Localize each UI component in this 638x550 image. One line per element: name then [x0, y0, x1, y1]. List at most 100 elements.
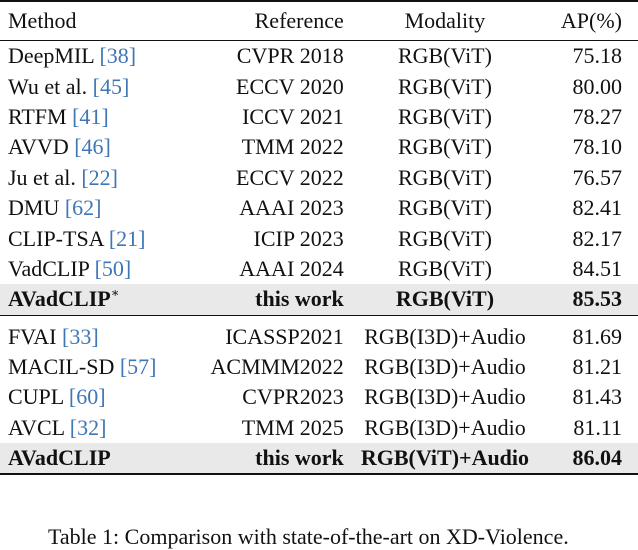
citation-link[interactable]: [45]	[92, 73, 130, 99]
modality-cell: RGB(I3D)+Audio	[343, 314, 547, 352]
method-cell: DMU [62]	[0, 193, 178, 223]
modality-cell: RGB(ViT)	[397, 134, 492, 160]
method-cell: VadCLIP [50]	[0, 254, 178, 284]
modality-cell: RGB(ViT)	[397, 73, 492, 99]
modality-cell: RGB(ViT)	[397, 164, 492, 190]
table-row: FVAI [33] ICASSP2021 RGB(I3D)+Audio 81.6…	[0, 314, 638, 352]
method-name: VadCLIP	[8, 255, 95, 281]
ap-cell: 85.53	[546, 284, 638, 316]
method-cell: RTFM [41]	[0, 102, 178, 132]
method-cell: MACIL-SD [57]	[0, 352, 178, 382]
venue-cell: CVPR 2018	[236, 43, 344, 69]
header-ap: AP(%)	[546, 0, 638, 41]
method-cell: FVAI [33]	[0, 314, 179, 352]
table-row: AVVD [46] TMM 2022 RGB(ViT) 78.10	[0, 132, 638, 162]
results-table-container: Method Reference Modality AP(%) DeepMIL …	[0, 0, 638, 476]
method-cell: Wu et al. [45]	[0, 71, 178, 101]
table-row: AVCL [32] TMM 2025 RGB(I3D)+Audio 81.11	[0, 413, 638, 443]
table-row: CLIP-TSA [21] ICIP 2023 RGB(ViT) 82.17	[0, 223, 638, 253]
citation-link[interactable]: [57]	[119, 354, 157, 380]
method-name: CLIP-TSA	[8, 225, 109, 251]
method-cell: DeepMIL [38]	[0, 41, 178, 72]
method-cell: CLIP-TSA [21]	[0, 223, 178, 253]
citation-link[interactable]: [33]	[62, 323, 99, 349]
method-name: Wu et al.	[8, 73, 93, 99]
venue-cell: this work	[178, 443, 344, 476]
table-row: Wu et al. [45] ECCV 2020 RGB(ViT) 80.00	[0, 71, 638, 101]
modality-cell: RGB(I3D)+Audio	[364, 384, 526, 410]
table-row: DeepMIL [38] CVPR 2018 RGB(ViT) 75.18	[0, 41, 638, 72]
venue-cell: TMM 2025	[241, 414, 344, 440]
ap-cell: 86.04	[546, 443, 638, 476]
modality-cell: RGB(ViT)	[397, 103, 492, 129]
venue-cell: TMM 2022	[241, 134, 344, 160]
method-name: AVCL	[8, 414, 70, 440]
venue-cell: CVPR2023	[242, 384, 344, 410]
ap-cell: 76.57	[572, 164, 623, 190]
method-cell: AVCL [32]	[0, 413, 178, 443]
modality-cell: RGB(ViT)+Audio	[343, 443, 547, 476]
citation-link[interactable]: [21]	[108, 225, 146, 251]
highlight-row-vit: AVadCLIP∗ this work RGB(ViT) 85.53	[0, 284, 638, 316]
modality-cell: RGB(ViT)	[397, 43, 492, 69]
venue-cell: ACMMM2022	[210, 354, 344, 380]
venue-cell: AAAI 2023	[239, 195, 344, 221]
highlight-row-audio: AVadCLIP this work RGB(ViT)+Audio 86.04	[0, 443, 638, 476]
method-name: FVAI	[8, 323, 63, 349]
ap-cell: 84.51	[572, 255, 623, 281]
table-header: Method Reference Modality AP(%)	[0, 0, 638, 41]
header-modality: Modality	[343, 0, 547, 41]
ap-cell: 75.18	[572, 43, 623, 69]
method-cell: AVadCLIP	[0, 443, 179, 476]
ap-cell: 78.10	[572, 134, 623, 160]
citation-link[interactable]: [38]	[99, 43, 137, 69]
method-name: DeepMIL	[8, 43, 100, 69]
modality-cell: RGB(ViT)	[397, 195, 492, 221]
modality-cell: RGB(I3D)+Audio	[364, 354, 526, 380]
table-caption: Table 1: Comparison with state-of-the-ar…	[48, 524, 569, 549]
modality-cell: RGB(ViT)	[343, 284, 547, 316]
asterisk-mark: ∗	[110, 285, 120, 301]
citation-link[interactable]: [62]	[64, 195, 102, 221]
modality-cell: RGB(ViT)	[397, 225, 492, 251]
citation-link[interactable]: [50]	[94, 255, 132, 281]
comparison-table: Method Reference Modality AP(%) DeepMIL …	[0, 0, 638, 476]
method-name: AVadCLIP	[8, 286, 111, 312]
citation-link[interactable]: [22]	[81, 164, 118, 190]
ap-cell: 80.00	[572, 73, 623, 99]
table-row: MACIL-SD [57] ACMMM2022 RGB(I3D)+Audio 8…	[0, 352, 638, 382]
method-cell: Ju et al. [22]	[0, 163, 178, 193]
header-row: Method Reference Modality AP(%)	[0, 0, 638, 41]
modality-cell: RGB(I3D)+Audio	[364, 414, 526, 440]
venue-cell: ICASSP2021	[178, 314, 344, 352]
citation-link[interactable]: [46]	[74, 134, 111, 160]
table-row: CUPL [60] CVPR2023 RGB(I3D)+Audio 81.43	[0, 382, 638, 412]
header-method: Method	[0, 0, 179, 41]
citation-link[interactable]: [32]	[69, 414, 107, 440]
method-cell: AVadCLIP∗	[0, 284, 179, 316]
modality-cell: RGB(ViT)	[397, 255, 492, 281]
method-name: CUPL	[8, 384, 69, 410]
venue-cell: this work	[178, 284, 344, 316]
table-row: Ju et al. [22] ECCV 2022 RGB(ViT) 76.57	[0, 163, 638, 193]
table-body: DeepMIL [38] CVPR 2018 RGB(ViT) 75.18 Wu…	[0, 41, 638, 476]
ap-cell: 81.43	[572, 384, 623, 410]
table-row: RTFM [41] ICCV 2021 RGB(ViT) 78.27	[0, 102, 638, 132]
method-name: RTFM	[8, 103, 73, 129]
ap-cell: 81.69	[546, 314, 638, 352]
ap-cell: 82.17	[572, 225, 623, 251]
ap-cell: 81.11	[573, 414, 622, 440]
ap-cell: 82.41	[572, 195, 623, 221]
method-name: MACIL-SD	[8, 354, 120, 380]
venue-cell: ICIP 2023	[253, 225, 344, 251]
method-cell: CUPL [60]	[0, 382, 178, 412]
method-name: Ju et al.	[8, 164, 82, 190]
citation-link[interactable]: [60]	[68, 384, 106, 410]
method-name: AVVD	[8, 134, 75, 160]
venue-cell: ICCV 2021	[242, 103, 344, 129]
method-cell: AVVD [46]	[0, 132, 178, 162]
header-reference: Reference	[178, 0, 344, 41]
venue-cell: AAAI 2024	[239, 255, 344, 281]
citation-link[interactable]: [41]	[72, 103, 109, 129]
table-row: DMU [62] AAAI 2023 RGB(ViT) 82.41	[0, 193, 638, 223]
